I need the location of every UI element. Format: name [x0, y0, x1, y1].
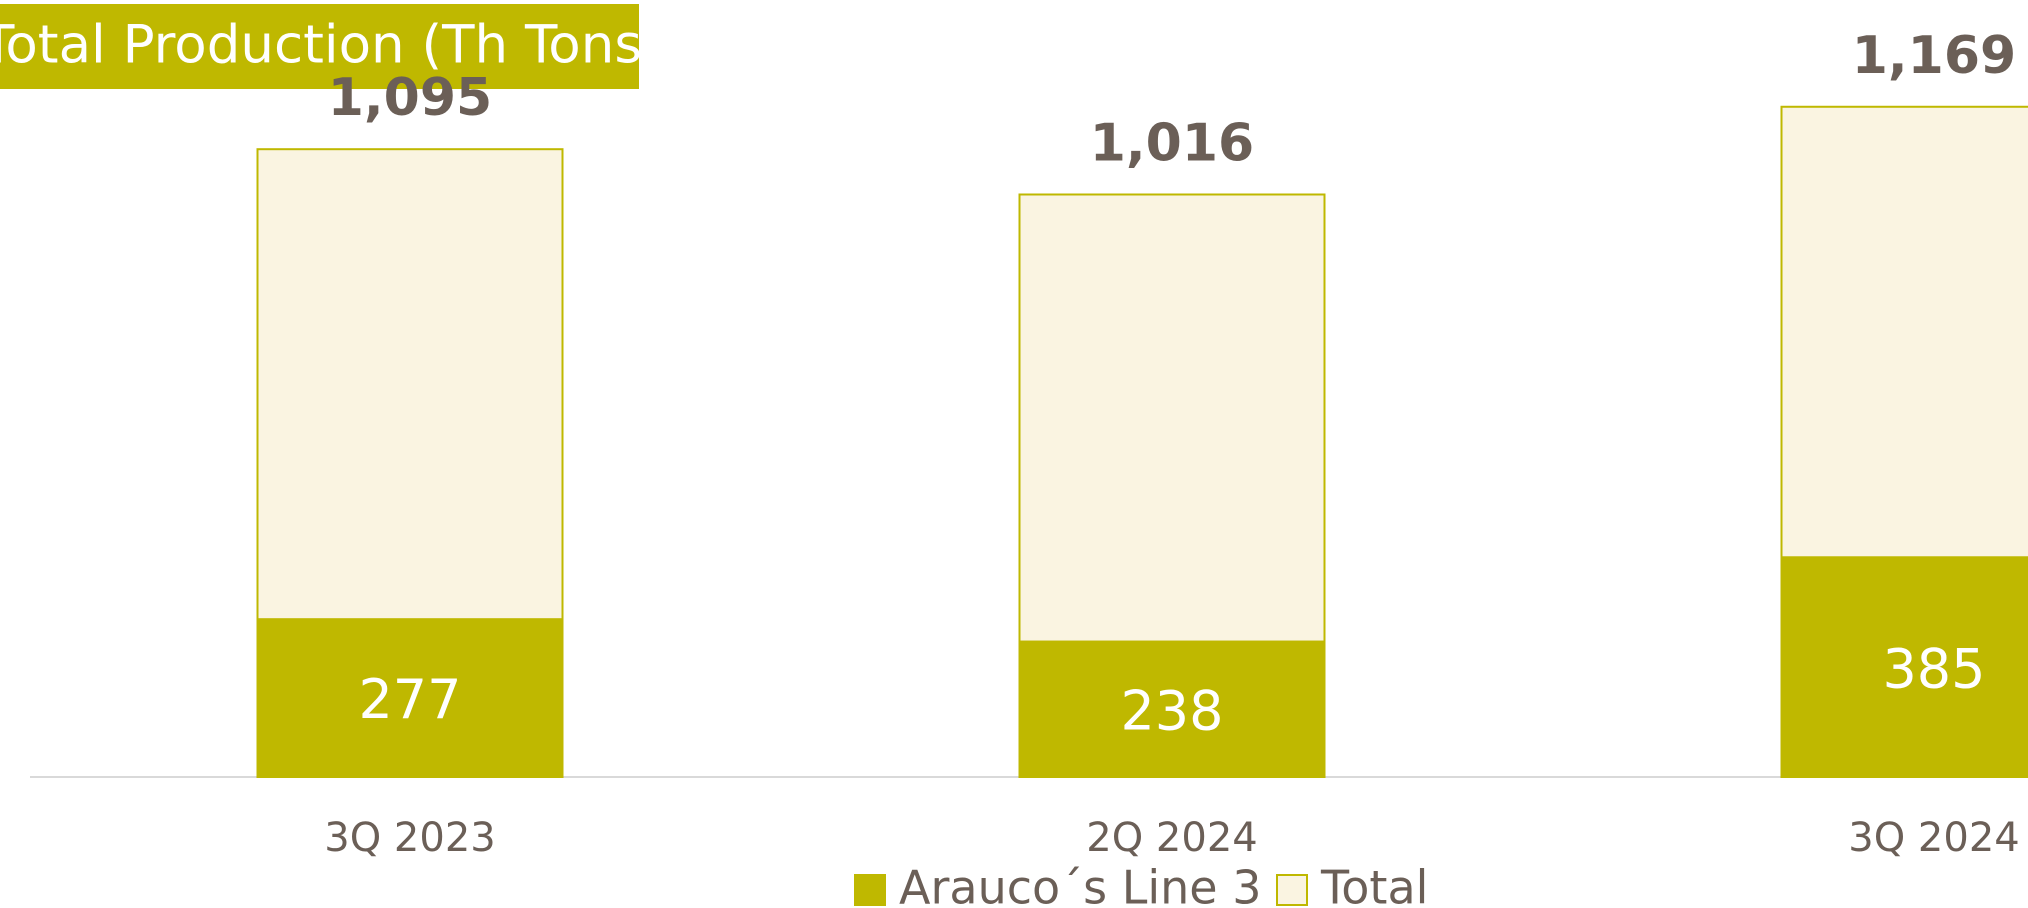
bar [1781, 556, 2028, 777]
legend-swatch [1276, 874, 1308, 906]
value-label: 1,095 [328, 68, 492, 128]
value-label: 277 [358, 668, 461, 731]
legend-swatch [854, 874, 886, 906]
value-label: 1,169 [1852, 26, 2016, 86]
legend-label: Total [1320, 861, 1428, 908]
bar [257, 618, 563, 777]
x-tick-label: 3Q 2024 [1848, 815, 2019, 861]
value-label: 385 [1882, 637, 1985, 700]
title-box [0, 4, 639, 89]
value-label: 1,016 [1090, 113, 1254, 173]
bar [1019, 640, 1325, 777]
value-label: 238 [1120, 679, 1223, 742]
x-tick-label: 2Q 2024 [1086, 815, 1257, 861]
legend-label: Arauco´s Line 3 [899, 861, 1262, 908]
x-tick-label: 3Q 2023 [324, 815, 495, 861]
chart-title: Total Production (Th Tons) [0, 15, 663, 76]
